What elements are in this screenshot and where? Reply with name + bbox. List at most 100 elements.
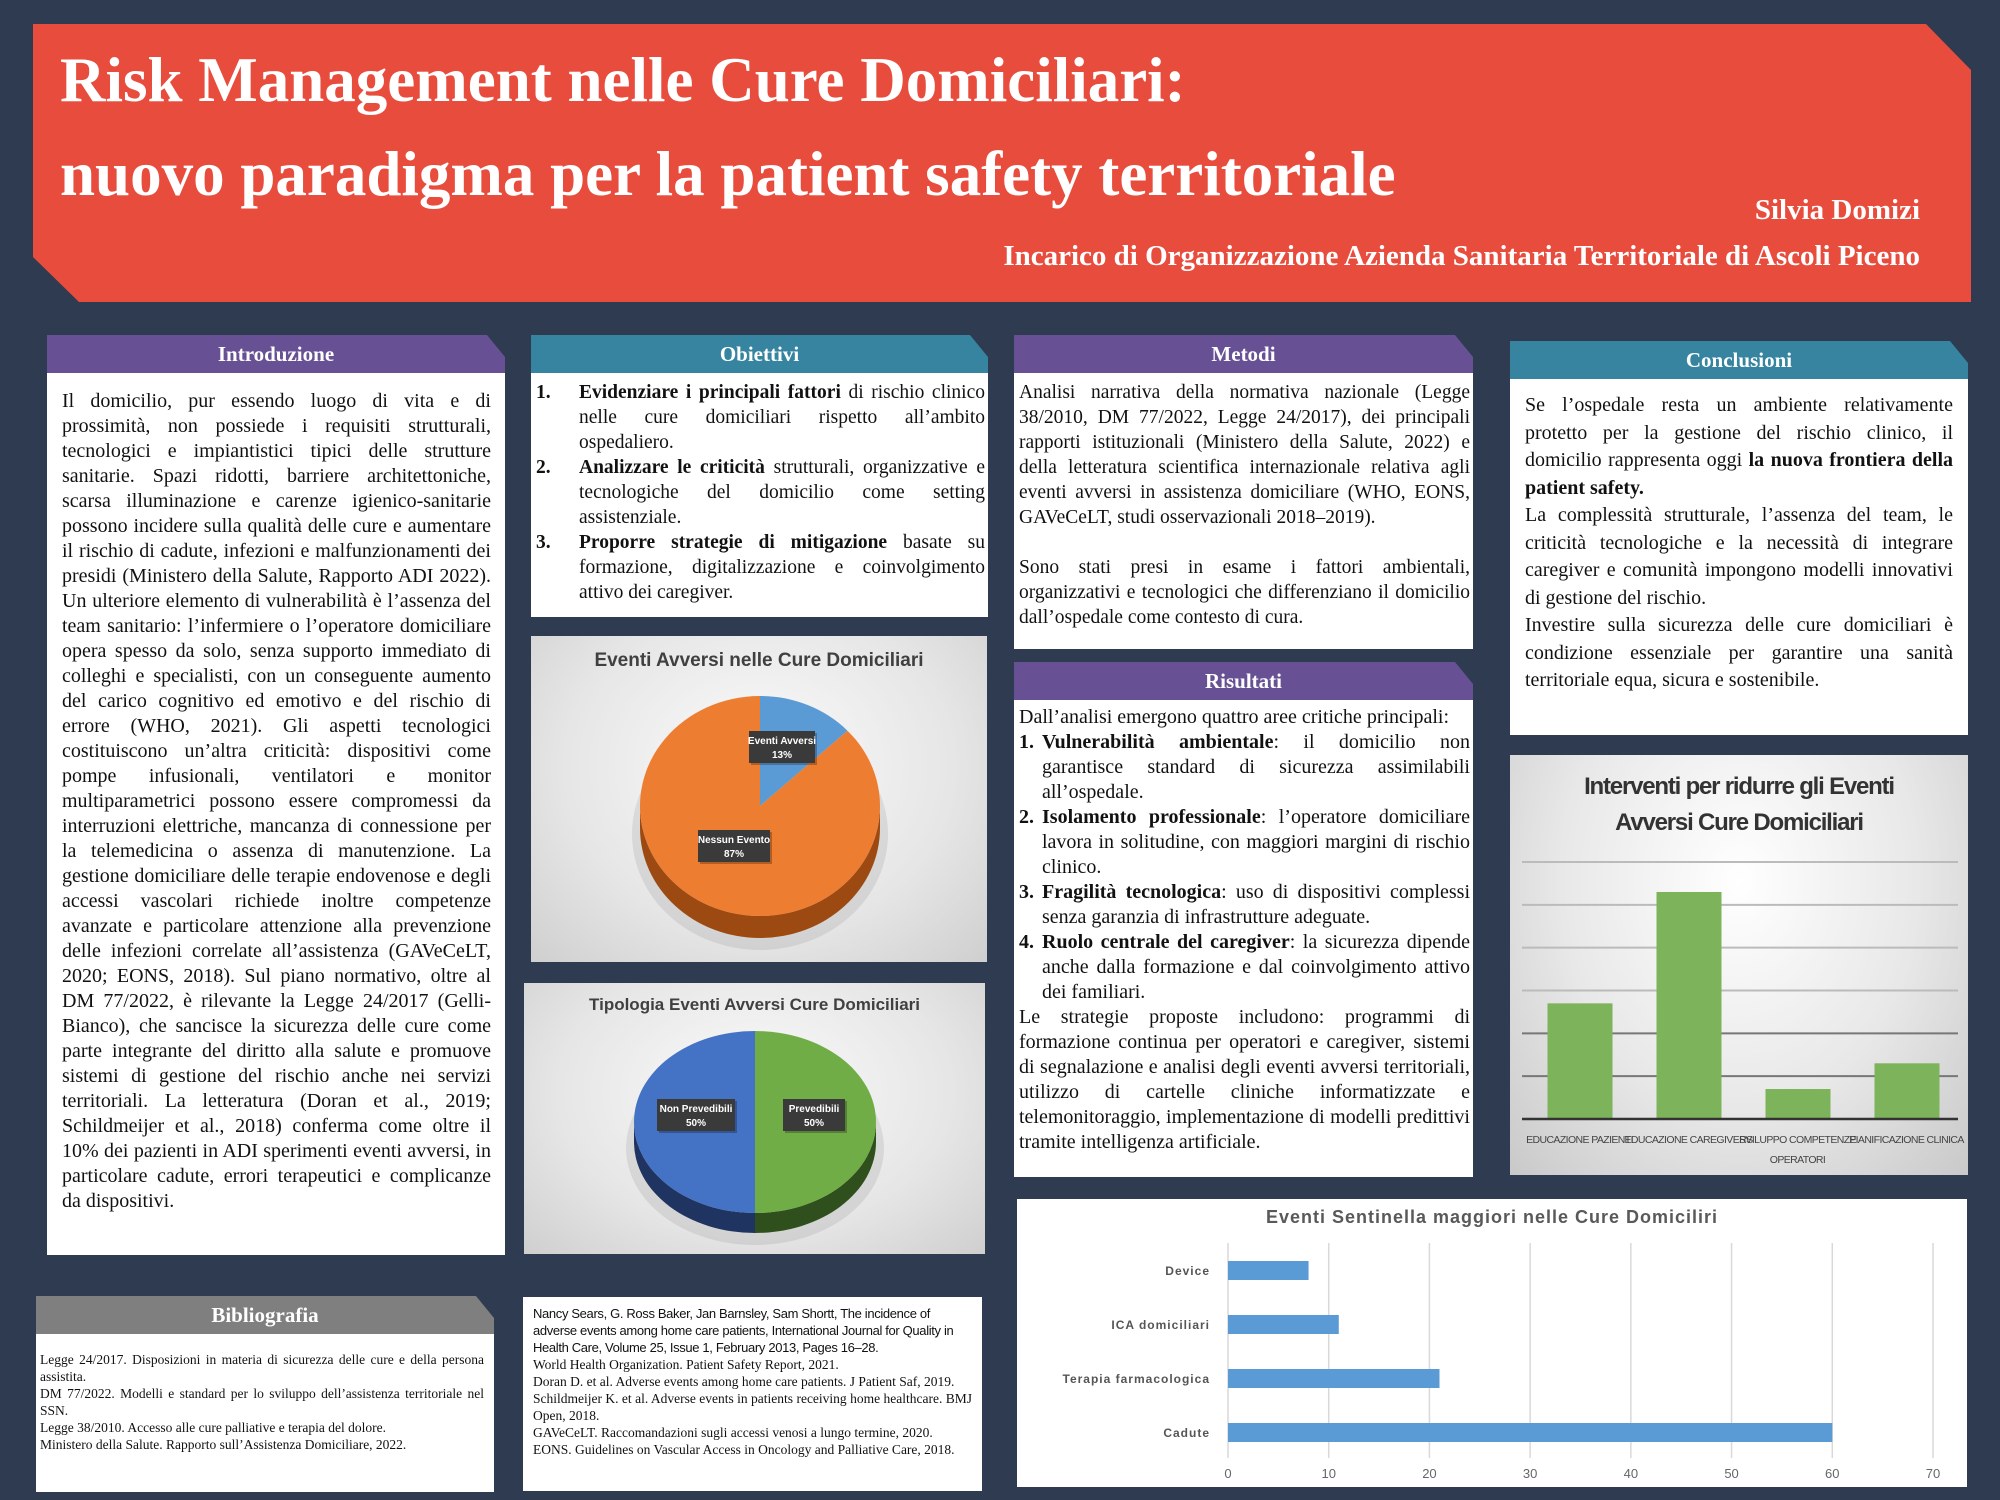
x-tick-label-line: SVILUPPO COMPETENZE — [1739, 1134, 1857, 1146]
pie-chart-svg: Eventi Avversi 13% Nessun Evento 87% — [632, 696, 888, 950]
introduzione-text: Il domicilio, pur essendo luogo di vita … — [62, 390, 491, 1212]
bar — [1228, 1423, 1833, 1442]
metodi-paragraph: Analisi narrativa della normativa nazion… — [1019, 382, 1470, 528]
reference-item: GAVeCeLT. Raccomandazioni sugli accessi … — [533, 1425, 933, 1440]
chart-title: Interventi per ridurre gli Eventi Avvers… — [1584, 773, 1895, 836]
reference-item: Ministero della Salute. Rapporto sull’As… — [40, 1437, 407, 1452]
item-bold-text: Fragilità tecnologica — [1042, 881, 1222, 903]
conclusioni-paragraph: Se l’ospedale resta un ambiente relativa… — [1525, 392, 1953, 502]
bar — [1547, 1003, 1613, 1119]
item-number: 3. — [1019, 881, 1034, 903]
conclusioni-panel: Se l’ospedale resta un ambiente relativa… — [1510, 379, 1968, 735]
chart-title: Eventi Sentinella maggiori nelle Cure Do… — [1265, 1207, 1719, 1227]
reference-item: Legge 38/2010. Accesso alle cure palliat… — [40, 1420, 386, 1435]
data-label-category: Eventi Avversi — [748, 736, 816, 747]
item-number: 2. — [536, 457, 551, 478]
risultato-item: 4. Ruolo centrale del caregiver: la sicur… — [1019, 930, 1470, 1005]
chart-title: Tipologia Eventi Avversi Cure Domiciliar… — [589, 995, 920, 1014]
data-label-value: 50% — [686, 1118, 706, 1129]
conclusioni-paragraph: Investire sulla sicurezza delle cure dom… — [1525, 614, 1953, 691]
risultati-list: 1. Vulnerabilità ambientale: il domicilio… — [1019, 730, 1470, 1005]
reference-item: DM 77/2022. Modelli e standard per lo sv… — [40, 1386, 484, 1418]
x-tick-label: 20 — [1422, 1466, 1436, 1481]
x-tick-label: 60 — [1825, 1466, 1839, 1481]
obiettivo-item: 3. Proporre strategie di mitigazione basa… — [536, 530, 985, 605]
bar — [1228, 1261, 1309, 1280]
item-number: 4. — [1019, 931, 1034, 953]
metodi-panel: Analisi narrativa della normativa nazion… — [1014, 373, 1473, 649]
author-name: Silvia Domizi — [1754, 194, 1920, 226]
metodi-heading: Metodi — [1014, 335, 1473, 373]
item-bold-text: Proporre strategie di mitigazione — [579, 532, 888, 553]
y-category-label: Device — [1165, 1264, 1210, 1278]
poster-title-line-2: nuovo paradigma per la patient safety te… — [60, 139, 1396, 209]
bar — [1765, 1089, 1831, 1119]
data-label-value: 50% — [804, 1118, 824, 1129]
x-tick-label: PIANIFICAZIONE CLINICA — [1849, 1134, 1964, 1146]
bar — [1228, 1315, 1339, 1334]
pie-slice-side — [755, 1122, 876, 1233]
pie-chart-eventi-avversi: Eventi Avversi nelle Cure Domiciliari Ev… — [531, 636, 987, 962]
item-text: di rischio clinico nelle cure domiciliar… — [579, 382, 985, 453]
poster-title-line-1: Risk Management nelle Cure Domiciliari: — [60, 45, 1186, 115]
title-banner: Risk Management nelle Cure Domiciliari: … — [33, 24, 1971, 302]
pie-chart-tipologia: Tipologia Eventi Avversi Cure Domiciliar… — [524, 983, 985, 1254]
bar-chart-svg: 0 10 20 30 40 50 60 70 Device ICA domiciliari Tera… — [1063, 1243, 1940, 1481]
bar-chart-eventi-sentinella: Eventi Sentinella maggiori nelle Cure Do… — [1017, 1199, 1967, 1487]
obiettivi-list: 1. Evidenziare i principali fattori di ri… — [536, 380, 985, 605]
item-number: 3. — [536, 532, 551, 553]
x-tick-label: 70 — [1926, 1466, 1940, 1481]
conclusioni-heading: Conclusioni — [1510, 341, 1968, 379]
pie-chart-svg: Prevedibili 50% Non Prevedibili 50% — [626, 1031, 884, 1245]
x-tick-label: EDUCAZIONE CAREGIVERS — [1624, 1134, 1753, 1146]
x-tick-label: 10 — [1321, 1466, 1335, 1481]
item-bold-text: Evidenziare i principali fattori — [579, 382, 841, 403]
reference-item: World Health Organization. Patient Safet… — [533, 1357, 839, 1372]
bar — [1874, 1063, 1940, 1119]
item-bold-text: Vulnerabilità ambientale — [1042, 731, 1274, 753]
item-text: : uso di dispositivi complessi senza gar… — [1042, 881, 1470, 928]
paragraph-text: Se l’ospedale resta un ambiente relativa… — [1525, 394, 1953, 471]
data-label-value: 87% — [724, 849, 744, 860]
obiettivo-item: 1. Evidenziare i principali fattori di ri… — [536, 380, 985, 455]
x-tick-label: EDUCAZIONE PAZIENTI — [1526, 1134, 1633, 1146]
risultato-item: 2. Isolamento professionale: l’operatore … — [1019, 805, 1470, 880]
reference-item: Nancy Sears, G. Ross Baker, Jan Barnsley… — [533, 1306, 954, 1355]
chart-title: Eventi Avversi nelle Cure Domiciliari — [594, 650, 924, 671]
x-tick-label: 40 — [1624, 1466, 1638, 1481]
item-bold-text: Analizzare le criticità — [579, 457, 765, 478]
item-text: basate su formazione, digitalizzazione e… — [579, 532, 985, 603]
x-tick-label: SVILUPPO COMPETENZE OPERATORI — [1739, 1134, 1857, 1166]
obiettivi-panel: 1. Evidenziare i principali fattori di ri… — [531, 373, 988, 617]
reference-item: Schildmeijer K. et al. Adverse events in… — [533, 1391, 972, 1423]
paragraph-bold-text: la nuova frontiera della patient safety. — [1525, 449, 1954, 499]
introduzione-heading: Introduzione — [47, 335, 505, 373]
reference-item: Doran D. et al. Adverse events among hom… — [533, 1374, 955, 1389]
metodi-paragraph: Sono stati presi in esame i fattori ambi… — [1019, 557, 1470, 628]
data-label-category: Nessun Evento — [698, 835, 770, 846]
x-tick-label-line: OPERATORI — [1770, 1154, 1825, 1166]
item-number: 2. — [1019, 806, 1034, 828]
bar-chart-interventi: Interventi per ridurre gli Eventi Avvers… — [1510, 755, 1968, 1175]
bibliografia-heading: Bibliografia — [36, 1296, 494, 1334]
x-tick-label: 30 — [1523, 1466, 1537, 1481]
bar — [1228, 1369, 1440, 1388]
x-tick-label-line: EDUCAZIONE CAREGIVERS — [1624, 1134, 1753, 1146]
introduzione-panel: Il domicilio, pur essendo luogo di vita … — [47, 373, 505, 1255]
item-bold-text: Isolamento professionale — [1042, 806, 1261, 828]
item-number: 1. — [536, 382, 551, 403]
risultato-item: 3. Fragilità tecnologica: uso di disposit… — [1019, 880, 1470, 930]
item-text: : la sicurezza dipende anche dalla forma… — [1042, 931, 1471, 1003]
conclusioni-paragraph: La complessità strutturale, l’assenza de… — [1525, 504, 1953, 609]
data-label-box — [783, 1099, 845, 1131]
pie-slice-side — [640, 806, 880, 938]
item-bold-text: Ruolo centrale del caregiver — [1042, 931, 1290, 953]
risultato-item: 1. Vulnerabilità ambientale: il domicilio… — [1019, 730, 1470, 805]
reference-item: EONS. Guidelines on Vascular Access in O… — [533, 1442, 955, 1457]
bibliografia-panel: Legge 24/2017. Disposizioni in materia d… — [36, 1334, 494, 1492]
item-text: : il domicilio non garantisce standard d… — [1042, 731, 1470, 803]
risultati-outro: Le strategie proposte includono: program… — [1019, 1006, 1470, 1153]
risultati-heading: Risultati — [1014, 662, 1473, 700]
x-tick-label: 50 — [1724, 1466, 1738, 1481]
